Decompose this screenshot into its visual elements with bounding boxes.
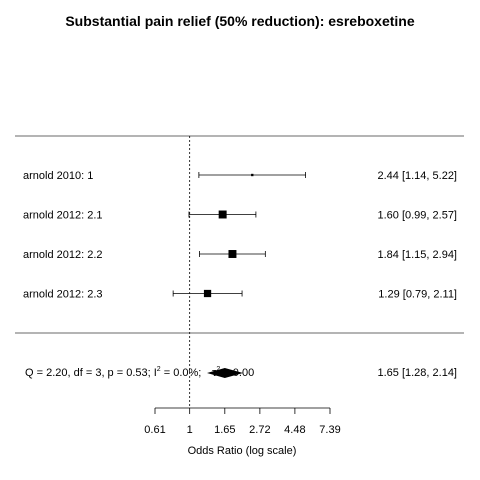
study-row: arnold 2012: 2.1 1.60 [0.99, 2.57] xyxy=(23,210,457,222)
study-label: arnold 2012: 2.2 xyxy=(23,249,103,261)
summary-estimate-text: 1.65 [1.28, 2.14] xyxy=(377,367,457,379)
chart-title: Substantial pain relief (50% reduction):… xyxy=(65,13,415,29)
summary-diamond xyxy=(206,368,244,378)
estimate-text: 2.44 [1.14, 5.22] xyxy=(377,170,457,182)
study-row: arnold 2012: 2.3 1.29 [0.79, 2.11] xyxy=(23,289,457,301)
x-axis: 0.61 1 1.65 2.72 4.48 7.39 xyxy=(144,407,341,436)
x-tick-label: 7.39 xyxy=(319,424,340,436)
summary-stats-label: Q = 2.20, df = 3, p = 0.53; I2 = 0.0%; xyxy=(25,366,201,379)
point-estimate xyxy=(218,210,227,219)
x-tick-label: 1.65 xyxy=(214,424,235,436)
x-tick-label: 1 xyxy=(187,424,193,436)
study-rows: arnold 2010: 1 2.44 [1.14, 5.22]arnold 20… xyxy=(23,170,457,301)
point-estimate xyxy=(228,250,237,258)
estimate-text: 1.60 [0.99, 2.57] xyxy=(377,210,457,222)
point-estimate xyxy=(251,173,254,177)
study-label: arnold 2012: 2.1 xyxy=(23,210,103,222)
estimate-text: 1.29 [0.79, 2.11] xyxy=(378,289,457,301)
x-tick-label: 0.61 xyxy=(144,424,165,436)
summary-row: Q = 2.20, df = 3, p = 0.53; I2 = 0.0%; τ… xyxy=(25,366,457,379)
study-row: arnold 2012: 2.2 1.84 [1.15, 2.94] xyxy=(23,249,457,261)
x-tick-label: 4.48 xyxy=(284,424,305,436)
estimate-text: 1.84 [1.15, 2.94] xyxy=(377,249,457,261)
study-label: arnold 2012: 2.3 xyxy=(23,289,103,301)
study-row: arnold 2010: 1 2.44 [1.14, 5.22] xyxy=(23,170,457,182)
study-label: arnold 2010: 1 xyxy=(23,170,93,182)
x-tick-label: 2.72 xyxy=(249,424,270,436)
point-estimate xyxy=(203,289,212,298)
x-axis-label: Odds Ratio (log scale) xyxy=(188,445,297,457)
